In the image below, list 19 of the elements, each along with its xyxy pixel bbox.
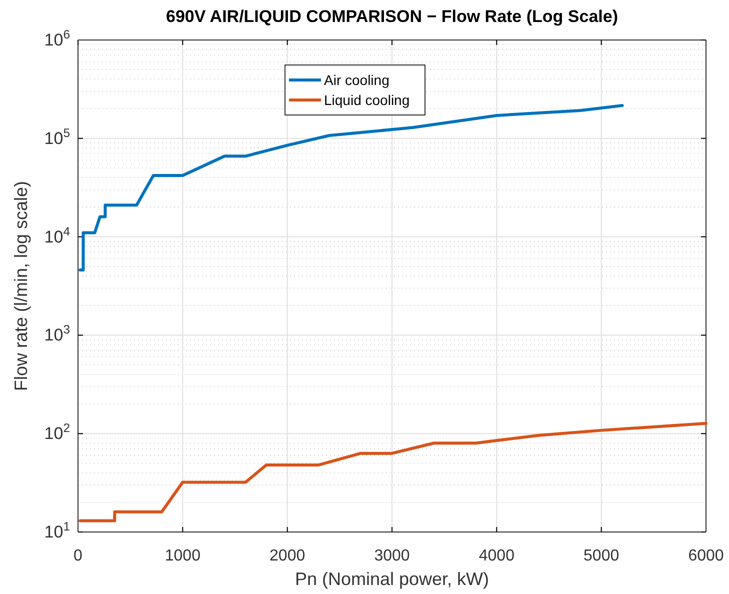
x-tick-label: 0 — [74, 547, 83, 564]
x-tick-label: 2000 — [270, 547, 306, 564]
y-tick-label: 10$^{1}$ — [44, 519, 70, 542]
y-axis-title: Flow rate (l/min, log scale) — [11, 180, 31, 392]
line-series — [78, 422, 708, 522]
x-tick-label: 5000 — [584, 547, 620, 564]
x-axis-title: Pn (Nominal power, kW) — [294, 569, 490, 589]
y-tick-label: 10$^{2}$ — [44, 421, 70, 444]
x-tick-label: 1000 — [164, 547, 201, 564]
y-tick-label: 10$^{5}$ — [44, 126, 70, 148]
x-tick-label: 3000 — [374, 547, 410, 564]
y-tick-label: 10$^{3}$ — [44, 322, 70, 345]
legend-label: Air cooling — [324, 72, 390, 88]
chart-title: 690V AIR/LIQUID COMPARISON − Flow Rate (Log Scale) — [166, 7, 618, 26]
x-tick-label: 4000 — [478, 547, 515, 564]
y-tick-label: 10$^{4}$ — [44, 224, 70, 246]
y-tick-label: 10$^{6}$ — [44, 27, 70, 50]
legend-label: Liquid cooling — [324, 92, 410, 108]
x-tick-label: 6000 — [688, 547, 724, 564]
